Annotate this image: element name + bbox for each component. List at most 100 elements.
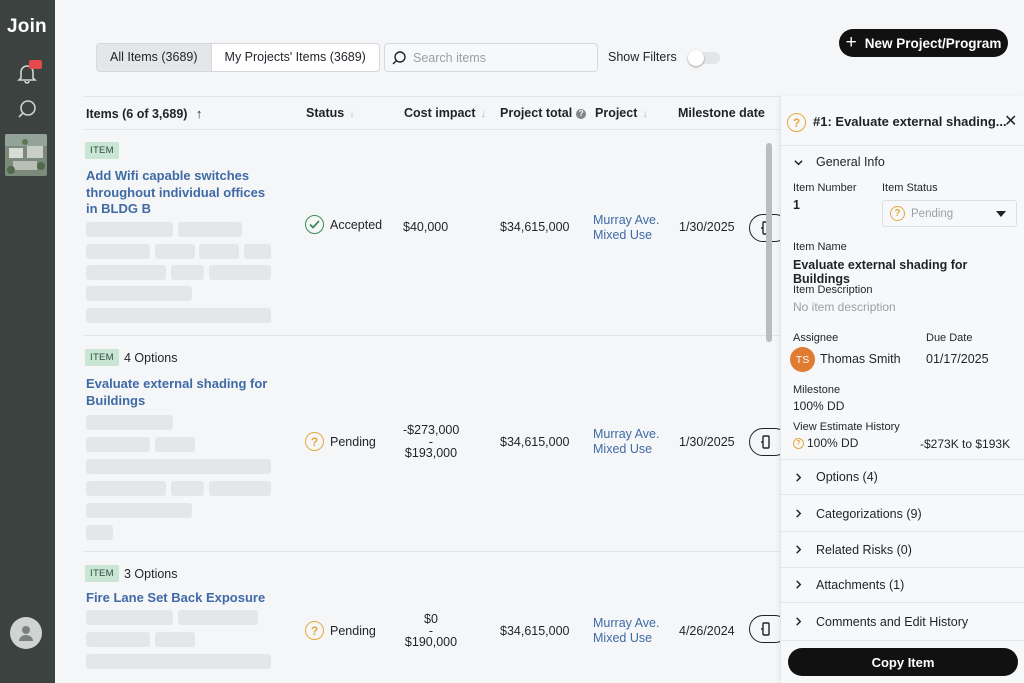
header-milestone-date[interactable]: Milestone date [678,106,765,120]
section-categorizations[interactable]: Categorizations (9) [781,496,1024,532]
skeleton-placeholder [178,610,258,625]
notification-bell-icon[interactable] [14,60,42,86]
new-project-button[interactable]: + New Project/Program [839,29,1008,57]
search-box [384,43,598,72]
milestone-toggle-button[interactable] [749,214,780,242]
help-icon[interactable]: ? [576,109,587,119]
milestone-toggle-button[interactable] [749,615,780,643]
project-name-line: Mixed Use [593,442,653,456]
item-title-link[interactable]: Evaluate external shading for Buildings [86,376,268,408]
project-name-line: Murray Ave. [593,213,660,227]
header-project[interactable]: Project ↓ [595,106,648,120]
table-scrollbar[interactable] [766,143,772,342]
project-link[interactable]: Murray Ave. Mixed Use [593,427,659,457]
skeleton-placeholder [86,244,150,259]
item-description-value: No item description [793,300,896,314]
new-project-label: New Project/Program [864,35,1002,51]
section-label: Related Risks (0) [816,542,912,557]
sort-up-arrow-icon: ↑ [195,106,203,121]
item-badge: ITEM [85,349,119,366]
skeleton-placeholder [171,481,204,496]
cost-range-low: $0 [424,612,438,626]
item-detail-panel: ? #1: Evaluate external shading... ✕ Gen… [780,96,1024,683]
skeleton-placeholder [178,222,242,237]
project-name-line: Mixed Use [593,228,653,242]
items-table: Items (6 of 3,689) ↑ Status ↓ Cost impact… [83,96,780,683]
sidebar: Join [0,0,55,683]
section-general-info[interactable]: General Info [781,144,1024,180]
cost-range-separator: - [428,623,434,638]
section-label: Categorizations (9) [816,506,922,521]
toggle-knob [688,50,704,66]
column-toggle-icon [761,435,770,449]
cost-range-high: $190,000 [404,635,458,649]
item-badge: ITEM [85,142,119,159]
status-label: Pending [330,434,376,449]
table-row[interactable]: ITEM 4 Options Evaluate external shading… [83,336,780,552]
pending-question-icon: ? [890,206,905,221]
project-link[interactable]: Murray Ave. Mixed Use [593,616,659,646]
assignee-name[interactable]: Thomas Smith [820,352,901,366]
pending-question-icon: ? [305,621,324,640]
skeleton-placeholder [86,265,166,280]
item-badge: ITEM [85,565,119,582]
section-attachments[interactable]: Attachments (1) [781,567,1024,603]
chevron-right-icon [796,472,802,482]
app-logo[interactable]: Join [7,16,47,37]
item-title-link[interactable]: Fire Lane Set Back Exposure [86,590,266,605]
header-milestone-date-label: Milestone date [678,106,765,120]
sort-arrow-icon: ↓ [349,108,355,120]
section-label: Options (4) [816,470,878,484]
tab-all-items[interactable]: All Items (3689) [97,44,212,71]
due-date-value[interactable]: 01/17/2025 [926,352,989,366]
search-input[interactable] [413,50,583,65]
status-cell: Accepted [305,215,382,234]
skeleton-placeholder [155,437,195,452]
skeleton-placeholder [86,654,271,669]
table-row[interactable]: ITEM Add Wifi capable switches throughou… [83,130,780,336]
item-title-link[interactable]: Add Wifi capable switches throughout ind… [86,168,266,216]
header-cost-impact[interactable]: Cost impact ↓ [404,106,486,120]
item-status-value: Pending [911,207,954,220]
search-icon[interactable] [14,96,40,122]
panel-title: #1: Evaluate external shading... [813,114,1007,129]
section-comments-history[interactable]: Comments and Edit History [781,603,1024,641]
item-status-select[interactable]: ? Pending [882,200,1017,227]
milestone-date: 4/26/2024 [679,624,735,638]
dropdown-caret-icon [996,211,1006,217]
pending-question-icon: ? [787,113,806,132]
copy-item-button[interactable]: Copy Item [788,648,1018,676]
chevron-right-icon [796,617,802,626]
milestone-date: 1/30/2025 [679,220,735,234]
table-row[interactable]: ITEM 3 Options Fire Lane Set Back Exposu… [83,552,780,683]
skeleton-placeholder [199,244,239,259]
show-filters-toggle[interactable] [688,50,720,66]
skeleton-placeholder [86,610,173,625]
header-project-total[interactable]: Project total? [500,106,587,120]
pending-question-icon: ? [305,432,324,451]
section-related-risks[interactable]: Related Risks (0) [781,532,1024,568]
user-avatar-icon[interactable] [10,617,42,649]
header-items[interactable]: Items (6 of 3,689) ↑ [86,106,202,121]
project-thumbnail[interactable] [5,134,47,176]
milestone-value: 100% DD [793,399,845,413]
header-project-total-label: Project total [500,106,573,120]
project-name-line: Mixed Use [593,631,653,645]
chevron-right-icon [796,580,802,589]
chevron-right-icon [796,509,802,518]
sort-arrow-icon: ↓ [480,108,487,120]
table-header: Items (6 of 3,689) ↑ Status ↓ Cost impact… [83,96,780,130]
section-options[interactable]: Options (4) [781,459,1024,495]
sort-arrow-icon: ↓ [642,108,648,120]
header-status[interactable]: Status ↓ [306,106,355,120]
plus-icon: + [845,31,857,53]
milestone-toggle-button[interactable] [749,428,780,456]
project-link[interactable]: Murray Ave. Mixed Use [593,213,659,243]
cost-range-low: -$273,000 [403,423,460,437]
cost-impact: $40,000 [403,220,449,234]
tab-my-projects-items[interactable]: My Projects' Items (3689) [224,50,366,64]
status-cell: ? Pending [305,621,376,640]
close-icon[interactable]: ✕ [1004,113,1018,130]
status-cell: ? Pending [305,432,376,451]
view-estimate-history-link[interactable]: View Estimate History [793,421,900,433]
